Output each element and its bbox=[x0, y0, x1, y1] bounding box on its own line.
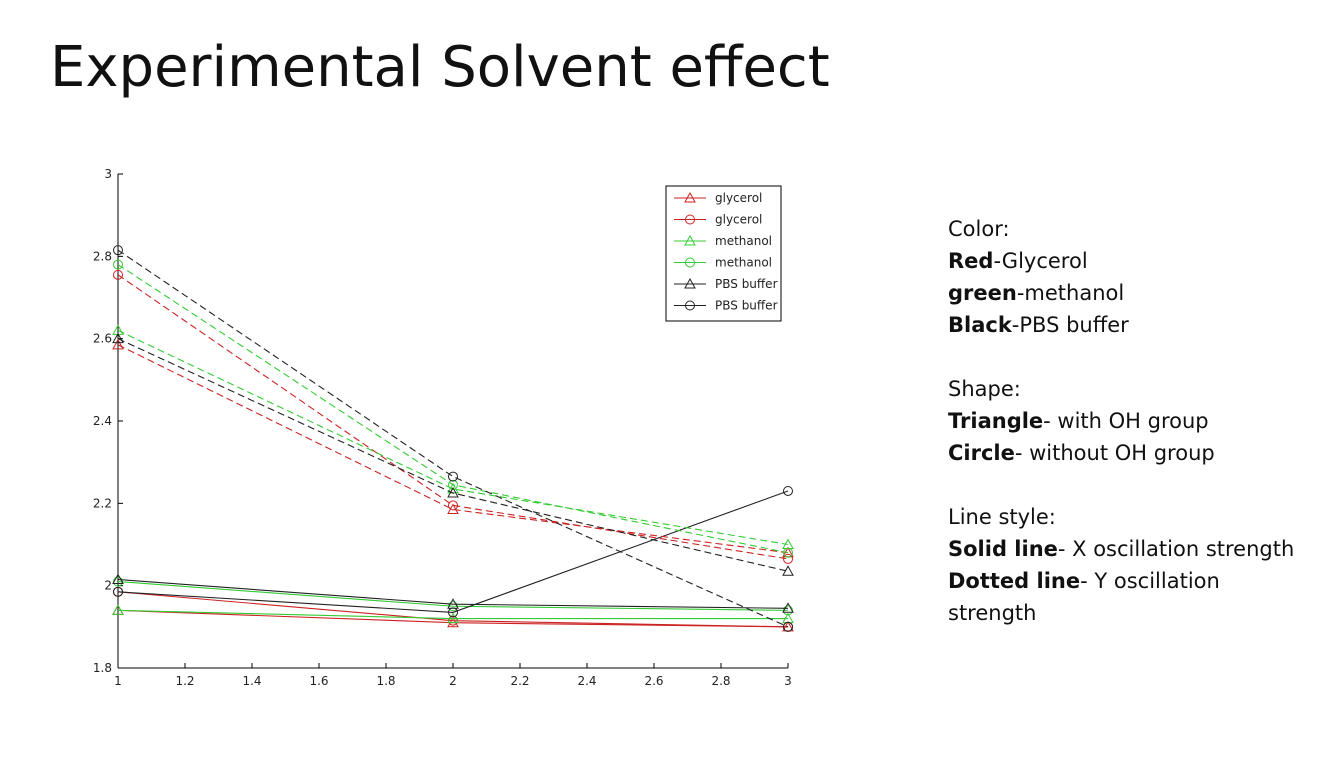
line-item-text: - X oscillation strength bbox=[1057, 537, 1295, 561]
legend-marker-circle bbox=[685, 214, 695, 225]
y-tick-label: 2.6 bbox=[93, 332, 112, 346]
color-item-text: -Glycerol bbox=[993, 249, 1088, 273]
slide-title: Experimental Solvent effect bbox=[50, 35, 830, 100]
data-point-circle bbox=[448, 615, 458, 626]
data-point-circle bbox=[113, 269, 123, 280]
color-item-key: Black bbox=[948, 313, 1012, 337]
shape-item-key: Circle bbox=[948, 441, 1015, 465]
color-item-key: Red bbox=[948, 249, 994, 273]
x-tick-label: 2 bbox=[449, 674, 457, 688]
y-tick-label: 2.2 bbox=[93, 496, 112, 510]
x-tick-label: 2.8 bbox=[711, 674, 730, 688]
y-tick-label: 3 bbox=[104, 167, 112, 181]
color-heading: Color: bbox=[948, 217, 1010, 241]
data-point-circle bbox=[448, 479, 458, 490]
y-tick-label: 2.8 bbox=[93, 249, 112, 263]
notes-panel: Color: Red-Glycerol green-methanol Black… bbox=[948, 213, 1308, 661]
legend-marker-circle bbox=[685, 300, 695, 311]
line-item-text: - Y oscillation strength bbox=[948, 569, 1220, 625]
data-point-circle bbox=[783, 605, 793, 616]
color-item-text: -PBS buffer bbox=[1011, 313, 1129, 337]
data-point-triangle bbox=[112, 338, 124, 350]
x-tick-label: 2.6 bbox=[644, 674, 663, 688]
legend-label: PBS buffer bbox=[715, 299, 778, 313]
series-line-glycerol-triangle-dashed bbox=[117, 344, 789, 554]
data-point-triangle bbox=[112, 604, 124, 615]
x-tick-label: 1.8 bbox=[376, 674, 395, 688]
data-point-circle bbox=[448, 471, 458, 482]
data-point-circle bbox=[783, 485, 793, 496]
line-style-heading: Line style: bbox=[948, 505, 1056, 529]
x-tick-label: 2.2 bbox=[510, 674, 529, 688]
data-point-circle bbox=[783, 553, 793, 564]
y-tick-label: 2 bbox=[104, 579, 112, 593]
x-tick-label: 3 bbox=[784, 674, 792, 688]
data-point-triangle bbox=[447, 612, 459, 624]
legend-label: glycerol bbox=[715, 213, 762, 227]
legend-label: methanol bbox=[715, 234, 772, 248]
data-point-circle bbox=[783, 547, 793, 558]
legend-box bbox=[665, 185, 782, 322]
x-tick-label: 1.6 bbox=[309, 674, 328, 688]
data-point-circle bbox=[113, 576, 123, 587]
color-item-green: green-methanol bbox=[948, 277, 1308, 309]
shape-item-triangle: Triangle- with OH group bbox=[948, 405, 1308, 437]
series-line-methanol-triangle-dashed bbox=[117, 329, 789, 546]
y-tick-label: 2.4 bbox=[93, 414, 112, 428]
series-line-methanol-triangle-solid bbox=[117, 609, 788, 620]
legend-marker-triangle bbox=[684, 191, 696, 203]
line-item-solid: Solid line- X oscillation strength bbox=[948, 533, 1308, 565]
color-item-key: green bbox=[948, 281, 1017, 305]
color-item-red: Red-Glycerol bbox=[948, 245, 1308, 277]
data-point-triangle bbox=[447, 487, 459, 498]
series-line-methanol-circle-dashed bbox=[117, 264, 789, 554]
shape-heading: Shape: bbox=[948, 377, 1021, 401]
color-key: Color: Red-Glycerol green-methanol Black… bbox=[948, 213, 1308, 341]
x-tick-label: 1 bbox=[114, 674, 122, 688]
series-line-pbs-buffer-triangle-solid bbox=[117, 578, 789, 609]
data-point-circle bbox=[113, 259, 123, 270]
legend-label: methanol bbox=[715, 256, 772, 270]
x-tick-label: 1.4 bbox=[242, 674, 261, 688]
series-line-methanol-circle-solid bbox=[117, 581, 789, 611]
data-point-circle bbox=[113, 245, 123, 256]
line-item-key: Dotted line bbox=[948, 569, 1081, 593]
legend-label: PBS buffer bbox=[715, 277, 778, 291]
legend-marker-triangle bbox=[684, 234, 696, 246]
line-item-dotted: Dotted line- Y oscillation strength bbox=[948, 565, 1308, 629]
series-line-pbs-buffer-circle-solid bbox=[117, 490, 789, 613]
data-point-triangle bbox=[782, 565, 794, 576]
x-tick-label: 2.4 bbox=[577, 674, 596, 688]
data-point-triangle bbox=[112, 332, 124, 344]
series-line-glycerol-circle-dashed bbox=[117, 274, 789, 560]
data-point-circle bbox=[448, 500, 458, 511]
legend-label: glycerol bbox=[715, 191, 762, 205]
line-style-key: Line style: Solid line- X oscillation st… bbox=[948, 501, 1308, 629]
line-item-key: Solid line bbox=[948, 537, 1058, 561]
data-point-triangle bbox=[782, 602, 794, 613]
shape-item-circle: Circle- without OH group bbox=[948, 437, 1308, 469]
color-item-text: -methanol bbox=[1016, 281, 1125, 305]
data-point-circle bbox=[113, 586, 123, 597]
y-tick-label: 1.8 bbox=[93, 661, 112, 675]
series-line-pbs-buffer-circle-dashed bbox=[117, 249, 789, 628]
legend-marker-circle bbox=[685, 257, 695, 268]
shape-item-text: - without OH group bbox=[1014, 441, 1215, 465]
shape-item-key: Triangle bbox=[948, 409, 1044, 433]
series-line-glycerol-circle-solid bbox=[117, 591, 789, 628]
shape-key: Shape: Triangle- with OH group Circle- w… bbox=[948, 373, 1308, 469]
data-point-circle bbox=[448, 607, 458, 618]
series-line-pbs-buffer-triangle-dashed bbox=[117, 338, 789, 572]
data-point-triangle bbox=[112, 573, 124, 584]
x-tick-label: 1.2 bbox=[175, 674, 194, 688]
data-point-circle bbox=[448, 601, 458, 612]
data-point-circle bbox=[783, 621, 793, 632]
legend-marker-triangle bbox=[684, 277, 696, 289]
color-item-black: Black-PBS buffer bbox=[948, 309, 1308, 341]
shape-item-text: - with OH group bbox=[1043, 409, 1209, 433]
